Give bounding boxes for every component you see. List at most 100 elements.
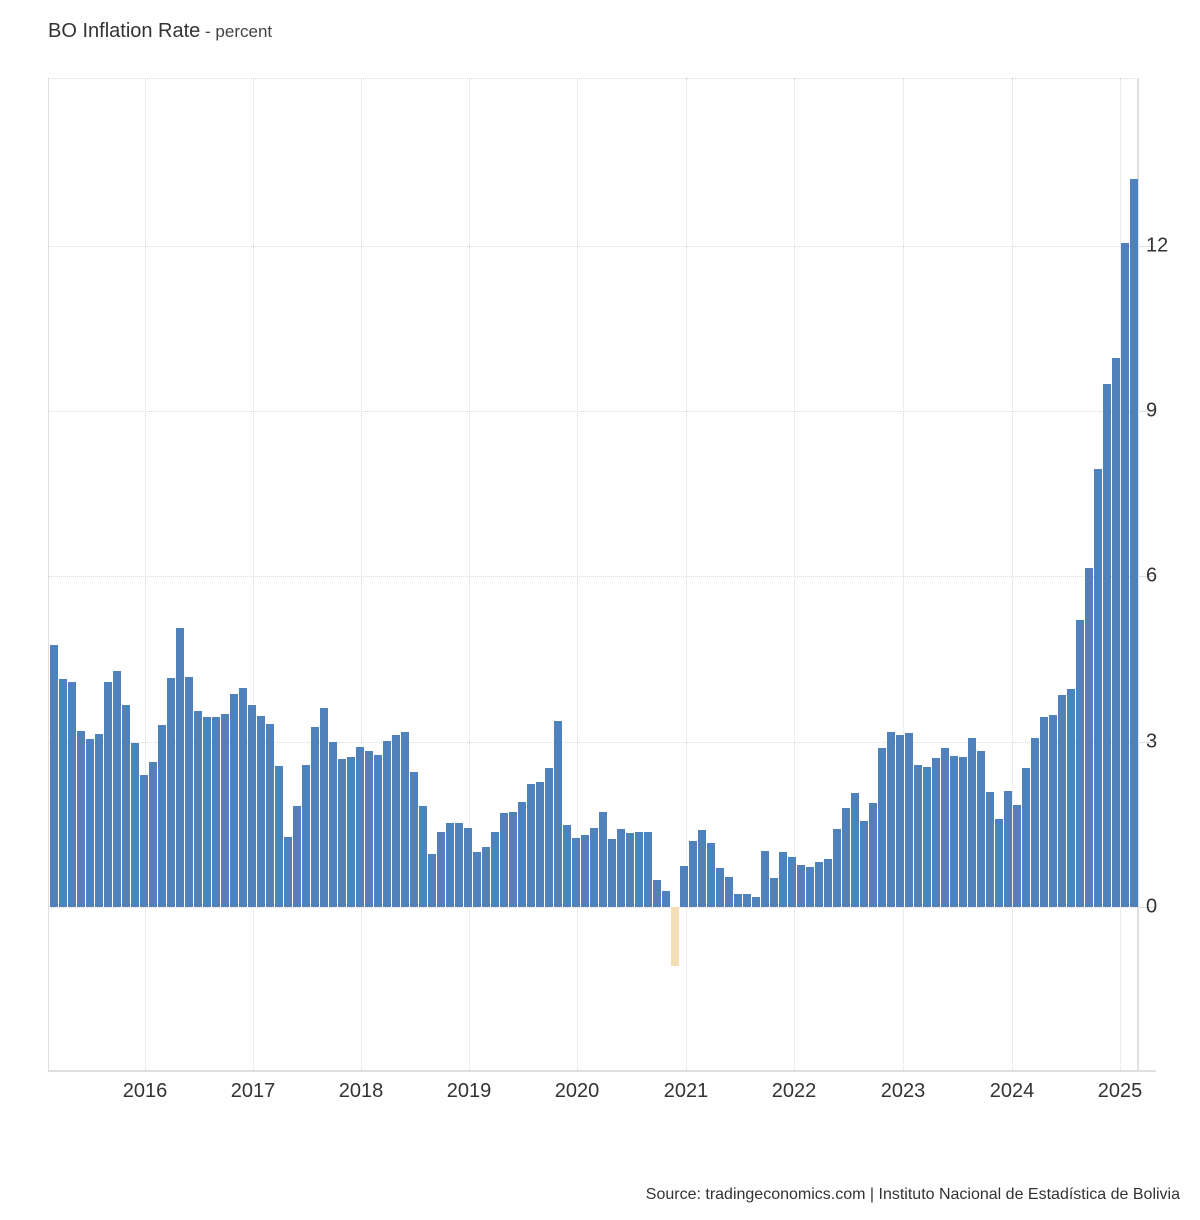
bar[interactable] <box>1067 688 1075 907</box>
bar[interactable] <box>392 734 400 907</box>
bar[interactable] <box>545 767 553 907</box>
bar[interactable] <box>311 726 319 907</box>
bar[interactable] <box>1103 384 1111 907</box>
bar[interactable] <box>554 720 562 907</box>
bar[interactable] <box>140 775 148 907</box>
bar[interactable] <box>599 811 607 907</box>
bar[interactable] <box>320 707 328 907</box>
bar[interactable] <box>977 750 985 907</box>
bar[interactable] <box>968 738 976 907</box>
bar[interactable] <box>230 694 238 907</box>
bar[interactable] <box>752 896 760 907</box>
bar[interactable] <box>617 829 625 907</box>
bar[interactable] <box>86 738 94 907</box>
bar[interactable] <box>581 835 589 907</box>
bar[interactable] <box>257 716 265 907</box>
bar[interactable] <box>329 741 337 907</box>
bar[interactable] <box>239 688 247 907</box>
bar[interactable] <box>338 759 346 907</box>
bar[interactable] <box>833 828 841 907</box>
bar[interactable] <box>536 781 544 907</box>
bar[interactable] <box>266 723 274 907</box>
bar[interactable] <box>95 733 103 907</box>
bar[interactable] <box>743 894 751 907</box>
bar[interactable] <box>419 805 427 907</box>
bar[interactable] <box>689 841 697 907</box>
bar[interactable] <box>149 761 157 907</box>
bar[interactable] <box>680 866 688 907</box>
bar[interactable] <box>788 856 796 907</box>
bar[interactable] <box>1112 357 1120 907</box>
bar[interactable] <box>455 823 463 907</box>
bar[interactable] <box>1058 695 1066 907</box>
bar[interactable] <box>1022 767 1030 907</box>
bar[interactable] <box>77 731 85 907</box>
bar[interactable] <box>185 676 193 907</box>
bar[interactable] <box>860 821 868 907</box>
bar[interactable] <box>779 852 787 907</box>
bar[interactable] <box>104 681 112 907</box>
bar[interactable] <box>635 832 643 907</box>
bar[interactable] <box>1040 717 1048 907</box>
bar[interactable] <box>896 735 904 907</box>
bar[interactable] <box>851 793 859 907</box>
bar[interactable] <box>122 704 130 907</box>
bar[interactable] <box>509 811 517 907</box>
bar[interactable] <box>365 750 373 907</box>
bar[interactable] <box>527 783 535 907</box>
bar[interactable] <box>50 644 58 907</box>
bar[interactable] <box>815 862 823 907</box>
bar[interactable] <box>671 907 679 966</box>
bar[interactable] <box>473 852 481 907</box>
bar[interactable] <box>734 894 742 907</box>
bar[interactable] <box>446 823 454 907</box>
bar[interactable] <box>644 831 652 907</box>
bar[interactable] <box>707 843 715 907</box>
bar[interactable] <box>995 818 1003 907</box>
bar[interactable] <box>662 891 670 907</box>
bar[interactable] <box>374 755 382 907</box>
bar[interactable] <box>1130 178 1138 907</box>
bar[interactable] <box>698 830 706 907</box>
bar[interactable] <box>563 825 571 907</box>
bar[interactable] <box>383 741 391 907</box>
bar[interactable] <box>797 864 805 907</box>
bar[interactable] <box>1085 567 1093 907</box>
bar[interactable] <box>1004 790 1012 907</box>
bar[interactable] <box>905 733 913 907</box>
bar[interactable] <box>59 679 67 907</box>
bar[interactable] <box>1121 243 1129 907</box>
bar[interactable] <box>1049 715 1057 907</box>
bar[interactable] <box>1031 737 1039 907</box>
bar[interactable] <box>653 880 661 907</box>
bar[interactable] <box>1094 468 1102 907</box>
bar[interactable] <box>221 714 229 907</box>
bar[interactable] <box>158 725 166 907</box>
bar[interactable] <box>212 716 220 907</box>
bar[interactable] <box>842 807 850 907</box>
bar[interactable] <box>950 756 958 907</box>
bar[interactable] <box>113 670 121 907</box>
bar[interactable] <box>428 854 436 907</box>
bar[interactable] <box>590 827 598 907</box>
bar[interactable] <box>770 877 778 907</box>
bar[interactable] <box>482 847 490 907</box>
bar[interactable] <box>878 747 886 907</box>
bar[interactable] <box>959 757 967 907</box>
bar[interactable] <box>986 792 994 907</box>
bar[interactable] <box>167 678 175 907</box>
bar[interactable] <box>284 837 292 907</box>
bar[interactable] <box>914 764 922 907</box>
bar[interactable] <box>932 757 940 907</box>
bar[interactable] <box>176 627 184 907</box>
bar[interactable] <box>572 838 580 907</box>
bar[interactable] <box>923 767 931 907</box>
bar[interactable] <box>1013 804 1021 907</box>
bar[interactable] <box>1076 619 1084 907</box>
bar[interactable] <box>347 757 355 907</box>
bar[interactable] <box>491 831 499 907</box>
bar[interactable] <box>275 766 283 907</box>
bar[interactable] <box>356 746 364 907</box>
bar[interactable] <box>410 772 418 907</box>
bar[interactable] <box>248 704 256 907</box>
